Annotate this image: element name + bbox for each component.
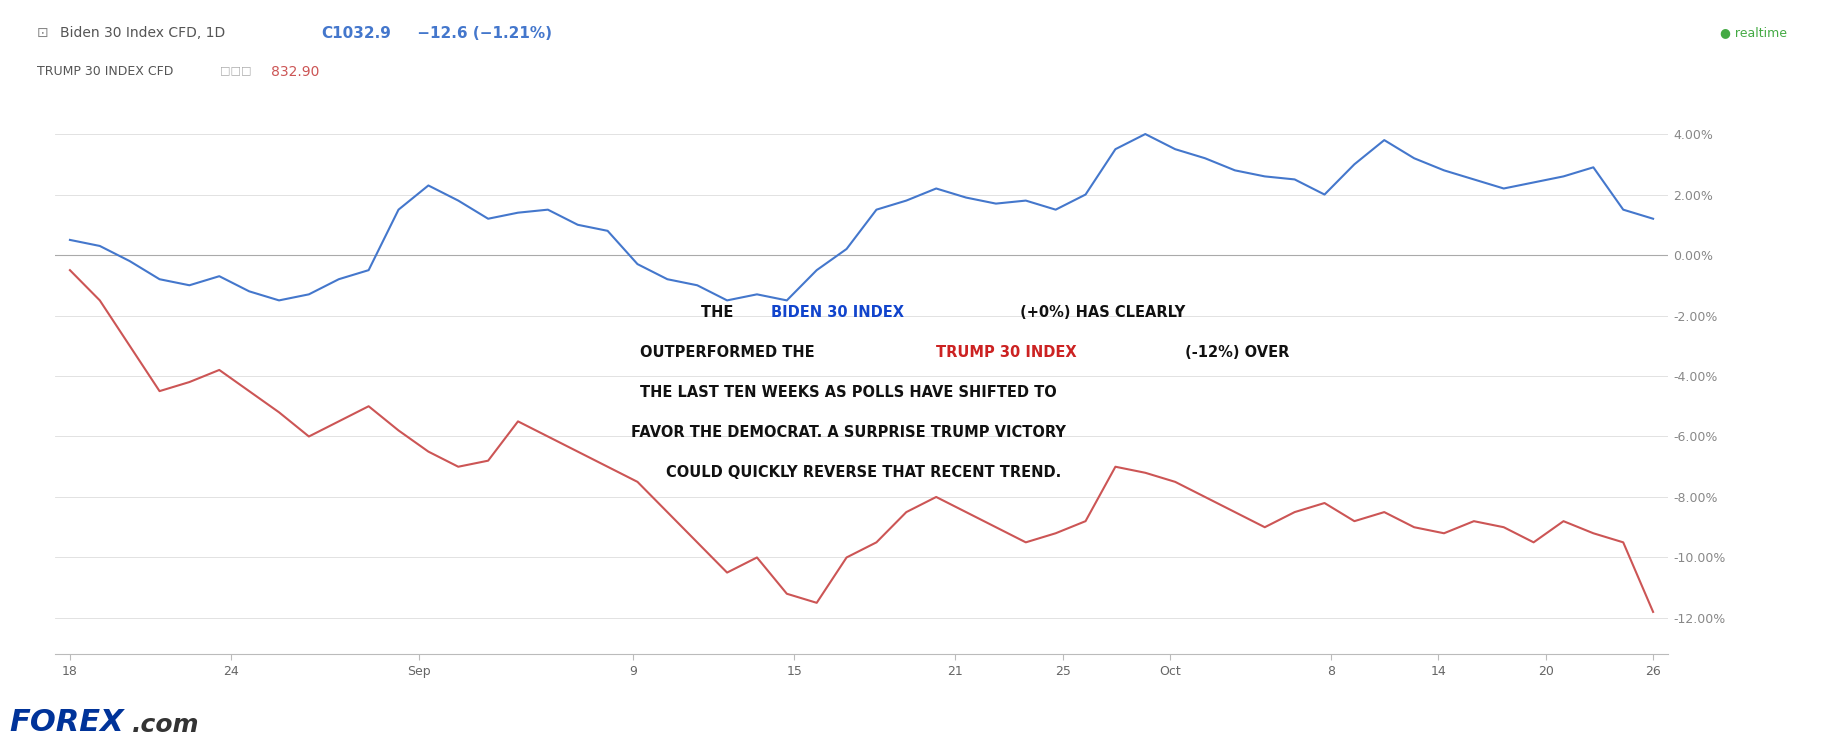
Text: ⊡: ⊡ [37,26,48,41]
Text: Biden 30 Index CFD, 1D: Biden 30 Index CFD, 1D [60,26,225,41]
Text: −12.6 (−1.21%): −12.6 (−1.21%) [412,26,551,41]
Text: COULD QUICKLY REVERSE THAT RECENT TREND.: COULD QUICKLY REVERSE THAT RECENT TREND. [667,465,1061,481]
Text: .com: .com [132,713,200,737]
Text: OUTPERFORMED THE: OUTPERFORMED THE [639,345,819,360]
Text: THE: THE [702,305,738,320]
Text: BIDEN 30 INDEX: BIDEN 30 INDEX [771,305,903,320]
Text: □□□: □□□ [220,65,251,75]
Text: ● realtime: ● realtime [1718,26,1786,39]
Text: (+0%) HAS CLEARLY: (+0%) HAS CLEARLY [1015,305,1183,320]
Text: TRUMP 30 INDEX: TRUMP 30 INDEX [936,345,1077,360]
Text: FOREX: FOREX [9,708,125,737]
Text: TRUMP 30 INDEX CFD: TRUMP 30 INDEX CFD [37,65,172,78]
Text: C1032.9: C1032.9 [321,26,390,41]
Text: THE LAST TEN WEEKS AS POLLS HAVE SHIFTED TO: THE LAST TEN WEEKS AS POLLS HAVE SHIFTED… [639,385,1057,400]
Text: 832.90: 832.90 [271,65,319,80]
Text: (-12%) OVER: (-12%) OVER [1180,345,1290,360]
Text: FAVOR THE DEMOCRAT. A SURPRISE TRUMP VICTORY: FAVOR THE DEMOCRAT. A SURPRISE TRUMP VIC… [632,426,1066,440]
